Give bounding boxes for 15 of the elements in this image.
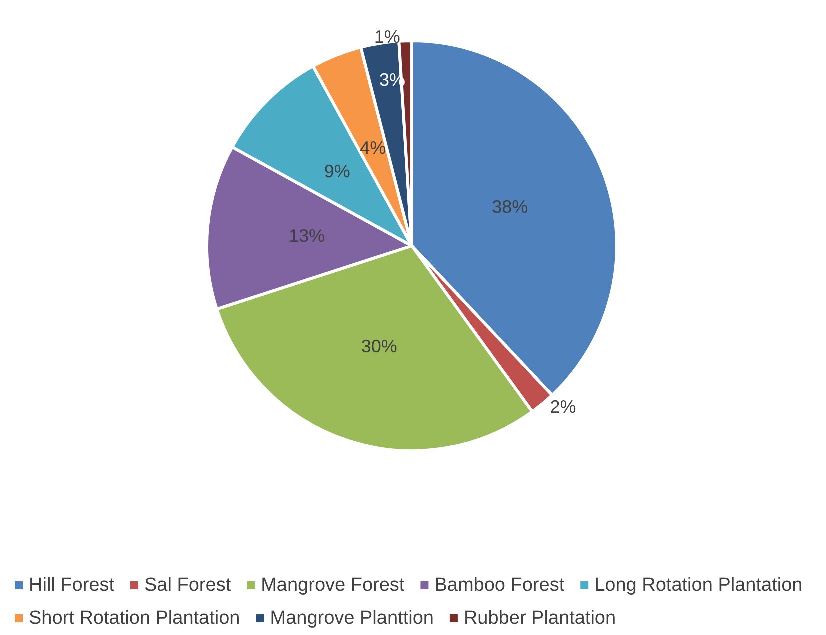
legend-label: Mangrove Planttion — [270, 608, 434, 629]
data-label: 38% — [492, 197, 528, 218]
legend-label: Sal Forest — [144, 575, 232, 596]
data-label: 1% — [374, 27, 400, 48]
legend-label: Rubber Plantation — [464, 608, 616, 629]
data-label: 4% — [360, 138, 386, 158]
data-label: 9% — [324, 161, 350, 182]
legend-label: Long Rotation Plantation — [594, 575, 803, 596]
data-label: 2% — [550, 397, 576, 418]
legend-label: Bamboo Forest — [434, 575, 566, 596]
legend-label: Short Rotation Plantation — [29, 608, 240, 629]
legend-label: Mangrove Forest — [261, 575, 406, 596]
data-label: 13% — [288, 226, 325, 246]
legend-label: Hill Forest — [29, 575, 116, 596]
data-label: 30% — [361, 336, 398, 356]
